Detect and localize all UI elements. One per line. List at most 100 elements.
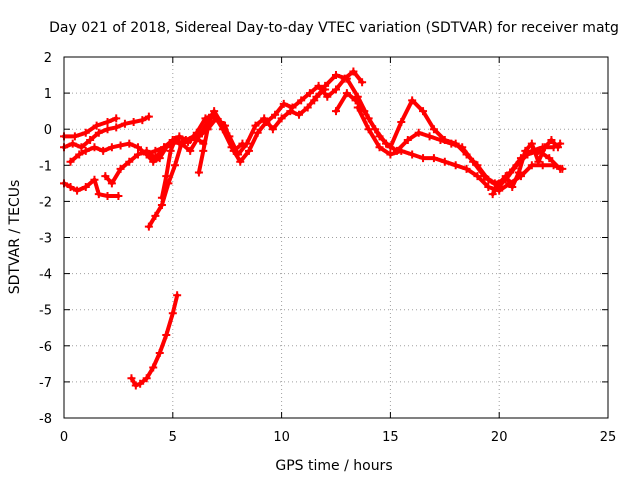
data-point [107, 143, 116, 152]
data-point [553, 143, 562, 152]
data-point [151, 211, 160, 220]
data-point [251, 121, 260, 130]
data-point [375, 143, 384, 152]
data-point [175, 132, 184, 141]
data-point [81, 128, 90, 137]
data-point [408, 96, 417, 105]
data-point [149, 363, 158, 372]
data-point [397, 117, 406, 126]
data-point [382, 139, 391, 148]
series-arc-4 [60, 175, 123, 200]
series-arc-2 [60, 112, 153, 152]
data-point [277, 114, 286, 123]
data-point [129, 117, 138, 126]
data-point [207, 110, 216, 119]
data-point [521, 146, 530, 155]
data-point [268, 125, 277, 134]
x-tick-label: 10 [273, 430, 290, 445]
data-point [107, 179, 116, 188]
y-tick-label: -8 [39, 412, 52, 427]
series-line [196, 112, 214, 175]
data-point [351, 96, 360, 105]
data-point [75, 150, 84, 159]
y-tick-label: 2 [44, 51, 52, 66]
data-point [488, 190, 497, 199]
data-point [162, 143, 171, 152]
data-point [429, 154, 438, 163]
data-point [181, 136, 190, 145]
series-arc-10 [194, 110, 216, 177]
data-point [94, 190, 103, 199]
data-point [397, 146, 406, 155]
y-tick-label: -3 [39, 232, 52, 247]
data-point [173, 291, 182, 300]
y-tick-label: -1 [39, 159, 52, 174]
data-point [142, 150, 151, 159]
data-point [527, 139, 536, 148]
data-point [414, 128, 423, 137]
data-point [332, 107, 340, 116]
data-point [419, 107, 428, 116]
series-arc-9 [127, 291, 182, 390]
data-point [212, 114, 221, 123]
data-point [168, 309, 177, 318]
data-point [501, 172, 510, 181]
x-tick-label: 0 [60, 430, 68, 445]
data-point [127, 374, 136, 383]
y-axis-title: SDTVAR / TECUs [7, 180, 23, 295]
data-point [112, 114, 121, 123]
data-point [157, 193, 166, 202]
data-point [116, 164, 125, 173]
data-point [70, 132, 79, 141]
data-point [425, 132, 434, 141]
data-point [349, 67, 358, 76]
data-point [545, 154, 554, 163]
data-point [94, 128, 103, 137]
data-point [133, 143, 142, 152]
data-point [253, 128, 262, 137]
y-tick-label: 0 [44, 123, 52, 138]
data-point [332, 71, 340, 80]
data-point [136, 379, 145, 388]
data-point [547, 136, 556, 145]
data-point [157, 201, 166, 210]
data-point [66, 157, 75, 166]
series-line [129, 293, 180, 388]
y-tick-label: -4 [39, 268, 52, 283]
data-point [419, 154, 428, 163]
data-point [142, 374, 151, 383]
data-point [558, 164, 567, 173]
series-arc-5 [101, 85, 330, 188]
data-point [138, 116, 147, 125]
data-point [170, 136, 179, 145]
data-point [527, 161, 536, 170]
data-point [81, 146, 90, 155]
data-point [90, 175, 99, 184]
x-tick-label: 25 [600, 430, 617, 445]
data-point [177, 139, 186, 148]
x-axis-title: GPS time / hours [275, 458, 392, 474]
data-point [194, 168, 203, 177]
data-point [170, 161, 179, 170]
data-point [310, 96, 319, 105]
data-point [229, 146, 238, 155]
data-point [271, 110, 280, 119]
data-point [323, 92, 332, 101]
data-point [162, 172, 171, 181]
data-point [149, 157, 158, 166]
data-point [90, 143, 99, 152]
data-point [508, 182, 517, 191]
y-tick-label: -6 [39, 340, 52, 355]
data-point [166, 146, 175, 155]
data-point [155, 154, 164, 163]
data-point [353, 103, 362, 112]
data-point [101, 172, 110, 181]
data-point [279, 99, 288, 108]
data-point [429, 125, 438, 134]
data-point [534, 157, 543, 166]
data-point [408, 150, 417, 159]
series-arc-1 [60, 114, 121, 141]
data-point [447, 139, 456, 148]
data-point [462, 164, 471, 173]
